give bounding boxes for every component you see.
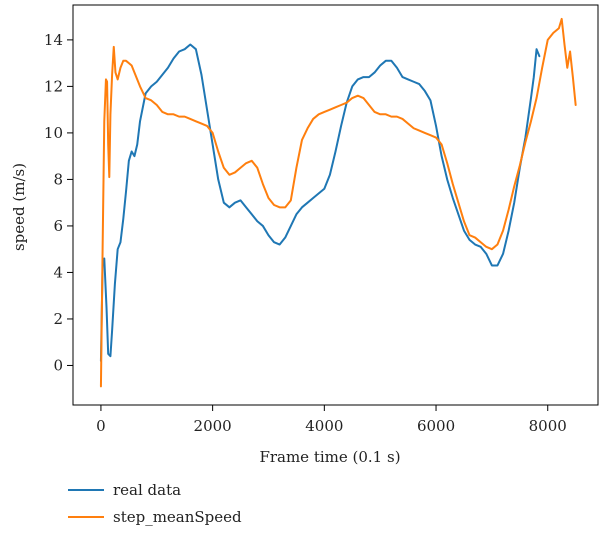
- legend-label-1: real data: [113, 481, 181, 499]
- series-line-2: [99, 17, 577, 388]
- plot-frame: [72, 4, 599, 406]
- series-line-1: [99, 43, 541, 362]
- y-axis-label: speed (m/s): [10, 163, 28, 251]
- plot-area: [99, 17, 577, 388]
- x-tick-label: 6000: [417, 417, 455, 435]
- y-tick-label: 10: [44, 124, 63, 142]
- y-tick-label: 2: [53, 310, 63, 328]
- x-tick-label: 2000: [194, 417, 232, 435]
- x-tick-label: 8000: [529, 417, 567, 435]
- y-tick-label: 6: [53, 217, 63, 235]
- axes: 0 2000 4000 6000 8000 0 2 4 6 8 10 12 14: [44, 4, 599, 435]
- x-tick-label: 0: [96, 417, 106, 435]
- y-tick-label: 12: [44, 77, 63, 95]
- legend: real data step_meanSpeed: [68, 481, 242, 526]
- legend-label-2: step_meanSpeed: [113, 508, 242, 526]
- y-tick-label: 0: [53, 356, 63, 374]
- x-axis-label: Frame time (0.1 s): [259, 448, 400, 466]
- y-tick-label: 8: [53, 170, 63, 188]
- x-tick-label: 4000: [305, 417, 343, 435]
- y-tick-label: 14: [44, 31, 63, 49]
- y-tick-label: 4: [53, 263, 63, 281]
